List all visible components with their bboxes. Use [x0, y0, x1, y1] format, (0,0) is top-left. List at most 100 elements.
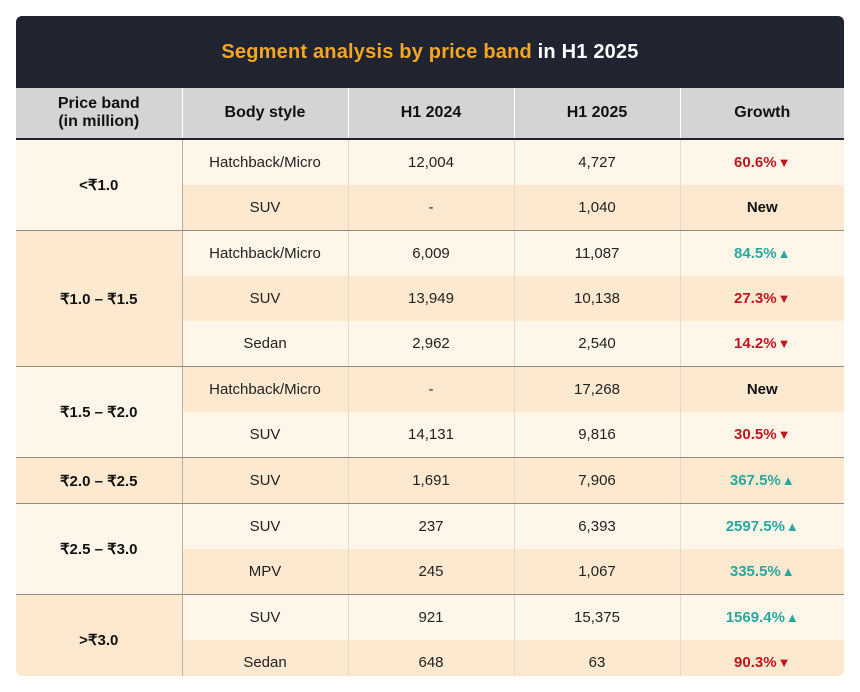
arrow-down-icon: ▼: [777, 427, 791, 442]
growth-cell: 335.5%▲: [680, 549, 844, 595]
h1-2024-cell: -: [348, 366, 515, 412]
h1-2025-cell: 7,906: [514, 457, 681, 504]
table-row: ₹2.5 – ₹3.0 SUV 237 6,393 2597.5%▲: [16, 503, 844, 595]
table-row: >₹3.0 SUV 921 15,375 1569.4%▲: [16, 594, 844, 676]
table-row: ₹1.0 – ₹1.5 Hatchback/Micro 6,009 11,087 84.…: [16, 230, 844, 367]
h1-2024-cell: 245: [348, 549, 515, 595]
growth-cell: 14.2%▼: [680, 321, 844, 367]
h1-2024-cell: 6,009: [348, 230, 515, 276]
growth-value: 367.5%: [729, 472, 781, 489]
table-row: <₹1.0 Hatchback/Micro 12,004 4,727 60.6%▼: [16, 139, 844, 231]
table-body: <₹1.0 Hatchback/Micro 12,004 4,727 60.6%▼ SUV…: [16, 139, 844, 676]
h1-2025-cell: 63: [514, 640, 681, 676]
price-band-cell: ₹1.0 – ₹1.5: [16, 230, 183, 367]
h1-2025-cell: 11,087: [514, 230, 681, 276]
header-growth: Growth: [680, 88, 844, 140]
title-bar: Segment analysis by price band in H1 202…: [16, 16, 844, 88]
body-style-cell: SUV: [182, 276, 349, 321]
header-price-band-line2: (in million): [58, 113, 140, 130]
body-style-cell: SUV: [182, 457, 349, 504]
table-row: SUV 14,131 9,816 30.5%▼: [16, 412, 844, 458]
h1-2025-cell: 2,540: [514, 321, 681, 367]
body-style-cell: SUV: [182, 185, 349, 231]
growth-cell: 1569.4%▲: [680, 594, 844, 640]
header-h1-2024: H1 2024: [348, 88, 515, 140]
table-row: SUV 13,949 10,138 27.3%▼: [16, 276, 844, 321]
h1-2024-cell: 921: [348, 594, 515, 640]
growth-cell: 30.5%▼: [680, 412, 844, 458]
price-band-cell: ₹1.5 – ₹2.0: [16, 366, 183, 458]
header-row: Price band (in million) Body style H1 20…: [16, 88, 844, 140]
h1-2024-cell: -: [348, 185, 515, 231]
table-row: Sedan 648 63 90.3%▼: [16, 640, 844, 676]
growth-value: 335.5%: [729, 563, 781, 580]
growth-cell: 2597.5%▲: [680, 503, 844, 549]
growth-cell: 60.6%▼: [680, 139, 844, 185]
growth-cell: 27.3%▼: [680, 276, 844, 321]
arrow-down-icon: ▼: [777, 336, 791, 351]
growth-cell: 90.3%▼: [680, 640, 844, 676]
arrow-down-icon: ▼: [777, 655, 791, 670]
h1-2024-cell: 2,962: [348, 321, 515, 367]
growth-value: 30.5%: [734, 426, 777, 443]
body-style-cell: SUV: [182, 503, 349, 549]
h1-2025-cell: 17,268: [514, 366, 681, 412]
header-price-band: Price band (in million): [16, 88, 183, 140]
body-style-cell: Sedan: [182, 321, 349, 367]
h1-2024-cell: 237: [348, 503, 515, 549]
arrow-down-icon: ▼: [777, 291, 791, 306]
h1-2025-cell: 15,375: [514, 594, 681, 640]
header-h1-2025: H1 2025: [514, 88, 681, 140]
body-style-cell: MPV: [182, 549, 349, 595]
title-highlight: Segment analysis by price band: [221, 40, 532, 63]
price-band-cell: ₹2.0 – ₹2.5: [16, 457, 183, 504]
table-row: ₹2.0 – ₹2.5 SUV 1,691 7,906 367.5%▲: [16, 457, 844, 504]
arrow-up-icon: ▲: [781, 473, 795, 488]
price-band-cell: <₹1.0: [16, 139, 183, 231]
growth-value: 14.2%: [734, 335, 777, 352]
header-body-style: Body style: [182, 88, 349, 140]
body-style-cell: Hatchback/Micro: [182, 366, 349, 412]
arrow-down-icon: ▼: [777, 155, 791, 170]
table-row: ₹1.5 – ₹2.0 Hatchback/Micro -17,268 New: [16, 366, 844, 458]
table-row: MPV 245 1,067 335.5%▲: [16, 549, 844, 595]
growth-value: 1569.4%: [725, 609, 785, 626]
body-style-cell: SUV: [182, 412, 349, 458]
growth-value: New: [746, 381, 778, 398]
h1-2025-cell: 9,816: [514, 412, 681, 458]
growth-cell: New: [680, 366, 844, 412]
h1-2025-cell: 4,727: [514, 139, 681, 185]
h1-2024-cell: 648: [348, 640, 515, 676]
header-price-band-line1: Price band: [57, 95, 140, 112]
growth-cell: 367.5%▲: [680, 457, 844, 504]
h1-2025-cell: 10,138: [514, 276, 681, 321]
table-row: SUV -1,040 New: [16, 185, 844, 231]
body-style-cell: Hatchback/Micro: [182, 139, 349, 185]
table-row: Sedan 2,962 2,540 14.2%▼: [16, 321, 844, 367]
title-rest: in H1 2025: [531, 40, 639, 63]
segment-table: Price band (in million) Body style H1 20…: [16, 88, 844, 676]
h1-2025-cell: 6,393: [514, 503, 681, 549]
segment-table-card: Segment analysis by price band in H1 202…: [16, 16, 844, 676]
growth-cell: New: [680, 185, 844, 231]
body-style-cell: SUV: [182, 594, 349, 640]
h1-2024-cell: 12,004: [348, 139, 515, 185]
growth-value: 27.3%: [734, 290, 777, 307]
arrow-up-icon: ▲: [785, 610, 799, 625]
growth-value: 2597.5%: [725, 518, 785, 535]
arrow-up-icon: ▲: [781, 564, 795, 579]
h1-2024-cell: 13,949: [348, 276, 515, 321]
price-band-cell: ₹2.5 – ₹3.0: [16, 503, 183, 595]
growth-value: 90.3%: [734, 654, 777, 671]
body-style-cell: Hatchback/Micro: [182, 230, 349, 276]
body-style-cell: Sedan: [182, 640, 349, 676]
growth-cell: 84.5%▲: [680, 230, 844, 276]
arrow-up-icon: ▲: [785, 519, 799, 534]
growth-value: 84.5%: [734, 245, 777, 262]
h1-2024-cell: 1,691: [348, 457, 515, 504]
growth-value: 60.6%: [734, 154, 777, 171]
h1-2025-cell: 1,067: [514, 549, 681, 595]
growth-value: New: [746, 199, 778, 216]
price-band-cell: >₹3.0: [16, 594, 183, 676]
h1-2025-cell: 1,040: [514, 185, 681, 231]
